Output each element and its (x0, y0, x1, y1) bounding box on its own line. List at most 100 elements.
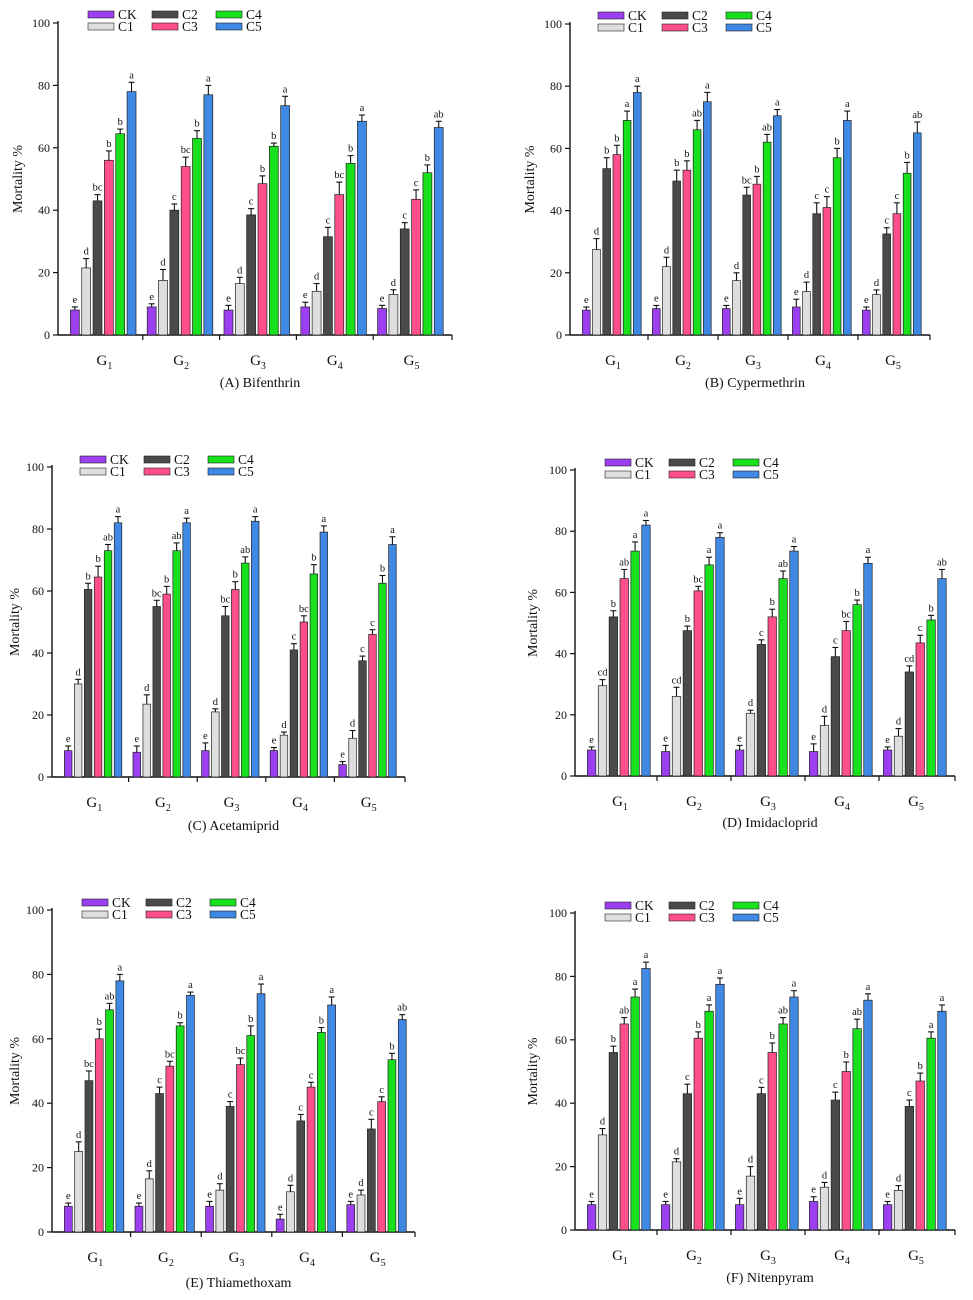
y-tick-label: 80 (550, 79, 562, 93)
significance-letter: d (217, 1172, 223, 1183)
significance-letter: b (754, 164, 759, 175)
bar-CK (346, 1204, 356, 1233)
bar-C4 (762, 141, 772, 336)
significance-letter: a (792, 979, 797, 990)
y-tick-label: 60 (38, 141, 50, 155)
bar-C5 (789, 550, 799, 777)
bar-C2 (296, 1120, 306, 1233)
significance-letter: a (390, 525, 395, 536)
significance-letter: e (663, 733, 668, 744)
y-axis-label: Mortality % (523, 145, 538, 213)
bar-C2 (152, 606, 161, 778)
y-tick-label: 80 (555, 524, 567, 538)
bar-C4 (852, 1028, 862, 1231)
x-tick-label: G1 (96, 353, 112, 372)
legend-label-C1: C1 (628, 20, 644, 35)
y-tick-label: 20 (555, 1160, 567, 1174)
significance-letter: e (663, 1189, 668, 1200)
y-tick-label: 60 (32, 584, 44, 598)
bar-C1 (597, 1134, 608, 1231)
bar-C3 (841, 1071, 851, 1231)
significance-letter: b (854, 588, 859, 599)
y-tick-label: 40 (555, 647, 567, 661)
significance-letter: ab (397, 1003, 407, 1014)
significance-letter: e (737, 733, 742, 744)
significance-letter: c (379, 1085, 384, 1096)
significance-letter: c (414, 178, 419, 189)
significance-letter: b (928, 603, 933, 614)
x-tick-label: G1 (612, 1248, 628, 1267)
significance-letter: e (340, 750, 345, 761)
significance-letter: b (95, 554, 100, 565)
significance-letter: e (589, 1189, 594, 1200)
significance-letter: bc (235, 1046, 245, 1057)
bar-C2 (672, 180, 681, 336)
bar-C5 (937, 1010, 947, 1231)
y-tick-label: 60 (555, 1033, 567, 1047)
significance-letter: bc (299, 604, 309, 615)
bar-C5 (388, 544, 397, 778)
bar-C5 (715, 536, 725, 777)
significance-letter: b (770, 1031, 775, 1042)
significance-letter: e (207, 1189, 212, 1200)
significance-letter: d (664, 245, 670, 256)
y-axis-label: Mortality % (8, 588, 23, 656)
y-tick-label: 100 (32, 16, 50, 30)
bar-C5 (280, 105, 290, 336)
y-tick-label: 20 (32, 708, 44, 722)
legend-swatch-C3 (151, 22, 179, 31)
bar-C1 (819, 725, 830, 777)
significance-letter: e (137, 1191, 142, 1202)
significance-letter: a (633, 530, 638, 541)
chart-caption: (C) Acetamiprid (188, 819, 279, 834)
bar-C5 (913, 132, 922, 336)
y-tick-label: 0 (561, 769, 567, 783)
bar-C1 (745, 712, 756, 777)
bar-CK (792, 306, 801, 336)
significance-letter: ab (778, 559, 788, 570)
significance-letter: d (391, 278, 397, 289)
significance-letter: e (149, 292, 154, 303)
significance-letter: a (866, 982, 871, 993)
x-tick-label: G2 (686, 794, 702, 813)
significance-letter: a (775, 98, 780, 109)
bar-C5 (789, 996, 799, 1231)
legend-label-C4: C4 (246, 7, 262, 22)
bar-CK (201, 750, 210, 778)
legend-label-C3: C3 (699, 910, 715, 925)
bar-C3 (236, 1064, 245, 1233)
legend-label-C2: C2 (699, 898, 715, 913)
bar-CK (275, 1218, 285, 1233)
significance-letter: a (206, 73, 211, 84)
chart-caption: (B) Cypermethrin (705, 376, 805, 391)
y-tick-label: 40 (550, 204, 562, 218)
bar-C4 (105, 1009, 114, 1233)
bar-C2 (830, 656, 840, 777)
bar-C5 (773, 115, 782, 336)
x-tick-label: G3 (760, 1248, 776, 1267)
bar-CK (377, 308, 387, 336)
bar-C5 (186, 994, 195, 1233)
bar-CK (132, 751, 141, 778)
bar-C3 (165, 1065, 175, 1233)
bar-CK (809, 751, 819, 777)
bar-C2 (246, 214, 256, 336)
bar-CK (809, 1201, 819, 1231)
bar-C1 (279, 734, 289, 778)
bar-C3 (767, 1052, 777, 1231)
significance-letter: e (724, 293, 729, 304)
legend-label-C3: C3 (692, 20, 708, 35)
bar-C1 (215, 1189, 225, 1233)
legend-label-C1: C1 (118, 19, 134, 34)
bar-C5 (433, 127, 444, 336)
significance-letter: c (907, 1088, 912, 1099)
legend-label-CK: CK (110, 452, 129, 467)
significance-letter: cd (672, 675, 683, 686)
significance-letter: ab (103, 533, 113, 544)
bar-C1 (872, 294, 881, 336)
significance-letter: e (589, 735, 594, 746)
